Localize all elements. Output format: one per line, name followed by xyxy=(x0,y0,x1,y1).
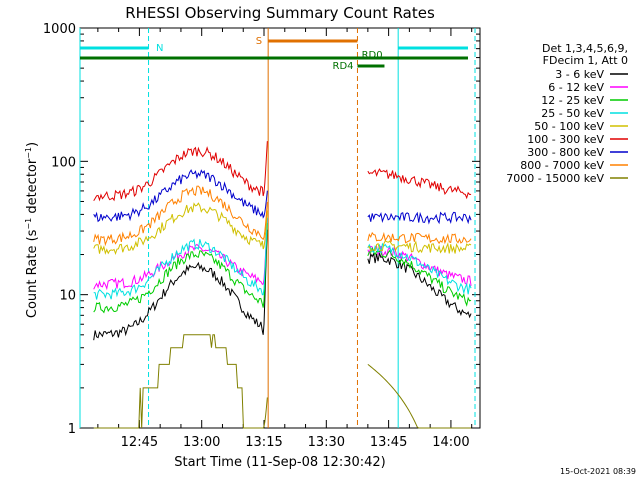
legend-label: 800 - 7000 keV xyxy=(520,159,604,172)
legend-header: FDecim 1, Att 0 xyxy=(543,54,628,67)
series-line xyxy=(93,202,268,256)
series-line xyxy=(367,231,472,245)
series-line xyxy=(93,334,268,429)
y-tick-label: 100 xyxy=(51,155,76,170)
legend-label: 300 - 800 keV xyxy=(527,146,604,159)
series-line xyxy=(93,218,268,291)
legend-label: 3 - 6 keV xyxy=(555,68,604,81)
legend-label: 12 - 25 keV xyxy=(541,94,604,107)
series-line xyxy=(93,223,268,314)
legend-label: 50 - 100 keV xyxy=(534,120,604,133)
series-line xyxy=(367,245,472,286)
saa-flag-label: S xyxy=(256,36,262,47)
x-tick-label: 12:45 xyxy=(121,435,158,450)
flag-bars: N S RD0 RD4 xyxy=(79,28,476,428)
series-line xyxy=(367,168,472,200)
x-tick-label: 13:00 xyxy=(183,435,220,450)
legend-header: Det 1,3,4,5,6,9, xyxy=(542,42,628,55)
y-tick-label: 10 xyxy=(59,289,76,304)
series-line xyxy=(367,251,472,319)
series-line xyxy=(367,242,472,295)
legend-label: 100 - 300 keV xyxy=(527,133,604,146)
series-line xyxy=(93,185,268,247)
legend-label: 25 - 50 keV xyxy=(541,107,604,120)
y-axis-label: Count Rate (s−1 detector−1) xyxy=(24,142,40,318)
series-line xyxy=(367,211,472,225)
timestamp-label: 15-Oct-2021 08:39 xyxy=(560,467,636,476)
legend: Det 1,3,4,5,6,9,FDecim 1, Att 03 - 6 keV… xyxy=(506,42,628,185)
series-line xyxy=(93,141,268,202)
rd0-flag-label: RD0 xyxy=(362,50,383,61)
legend-label: 6 - 12 keV xyxy=(548,81,604,94)
x-tick-label: 13:45 xyxy=(370,435,407,450)
y-tick-label: 1000 xyxy=(43,22,76,37)
x-tick-label: 13:15 xyxy=(245,435,282,450)
x-axis-label: Start Time (11-Sep-08 12:30:42) xyxy=(174,455,385,470)
series-line xyxy=(367,363,472,429)
x-tick-label: 14:00 xyxy=(432,435,469,450)
chart-title: RHESSI Observing Summary Count Rates xyxy=(125,4,435,22)
series-line xyxy=(93,169,268,223)
axis-ticks: 12:45 13:00 13:15 13:30 13:45 14:00 1 10 100 1000 xyxy=(43,22,480,450)
rd4-flag-label: RD4 xyxy=(333,61,354,72)
y-tick-label: 1 xyxy=(68,422,76,437)
series-line xyxy=(93,217,268,300)
legend-label: 7000 - 15000 keV xyxy=(506,172,604,185)
series-line xyxy=(93,229,268,341)
x-tick-label: 13:30 xyxy=(308,435,345,450)
series-line xyxy=(367,240,472,254)
night-flag-label: N xyxy=(156,43,163,54)
series-lines xyxy=(93,141,472,429)
series-line xyxy=(367,246,472,307)
